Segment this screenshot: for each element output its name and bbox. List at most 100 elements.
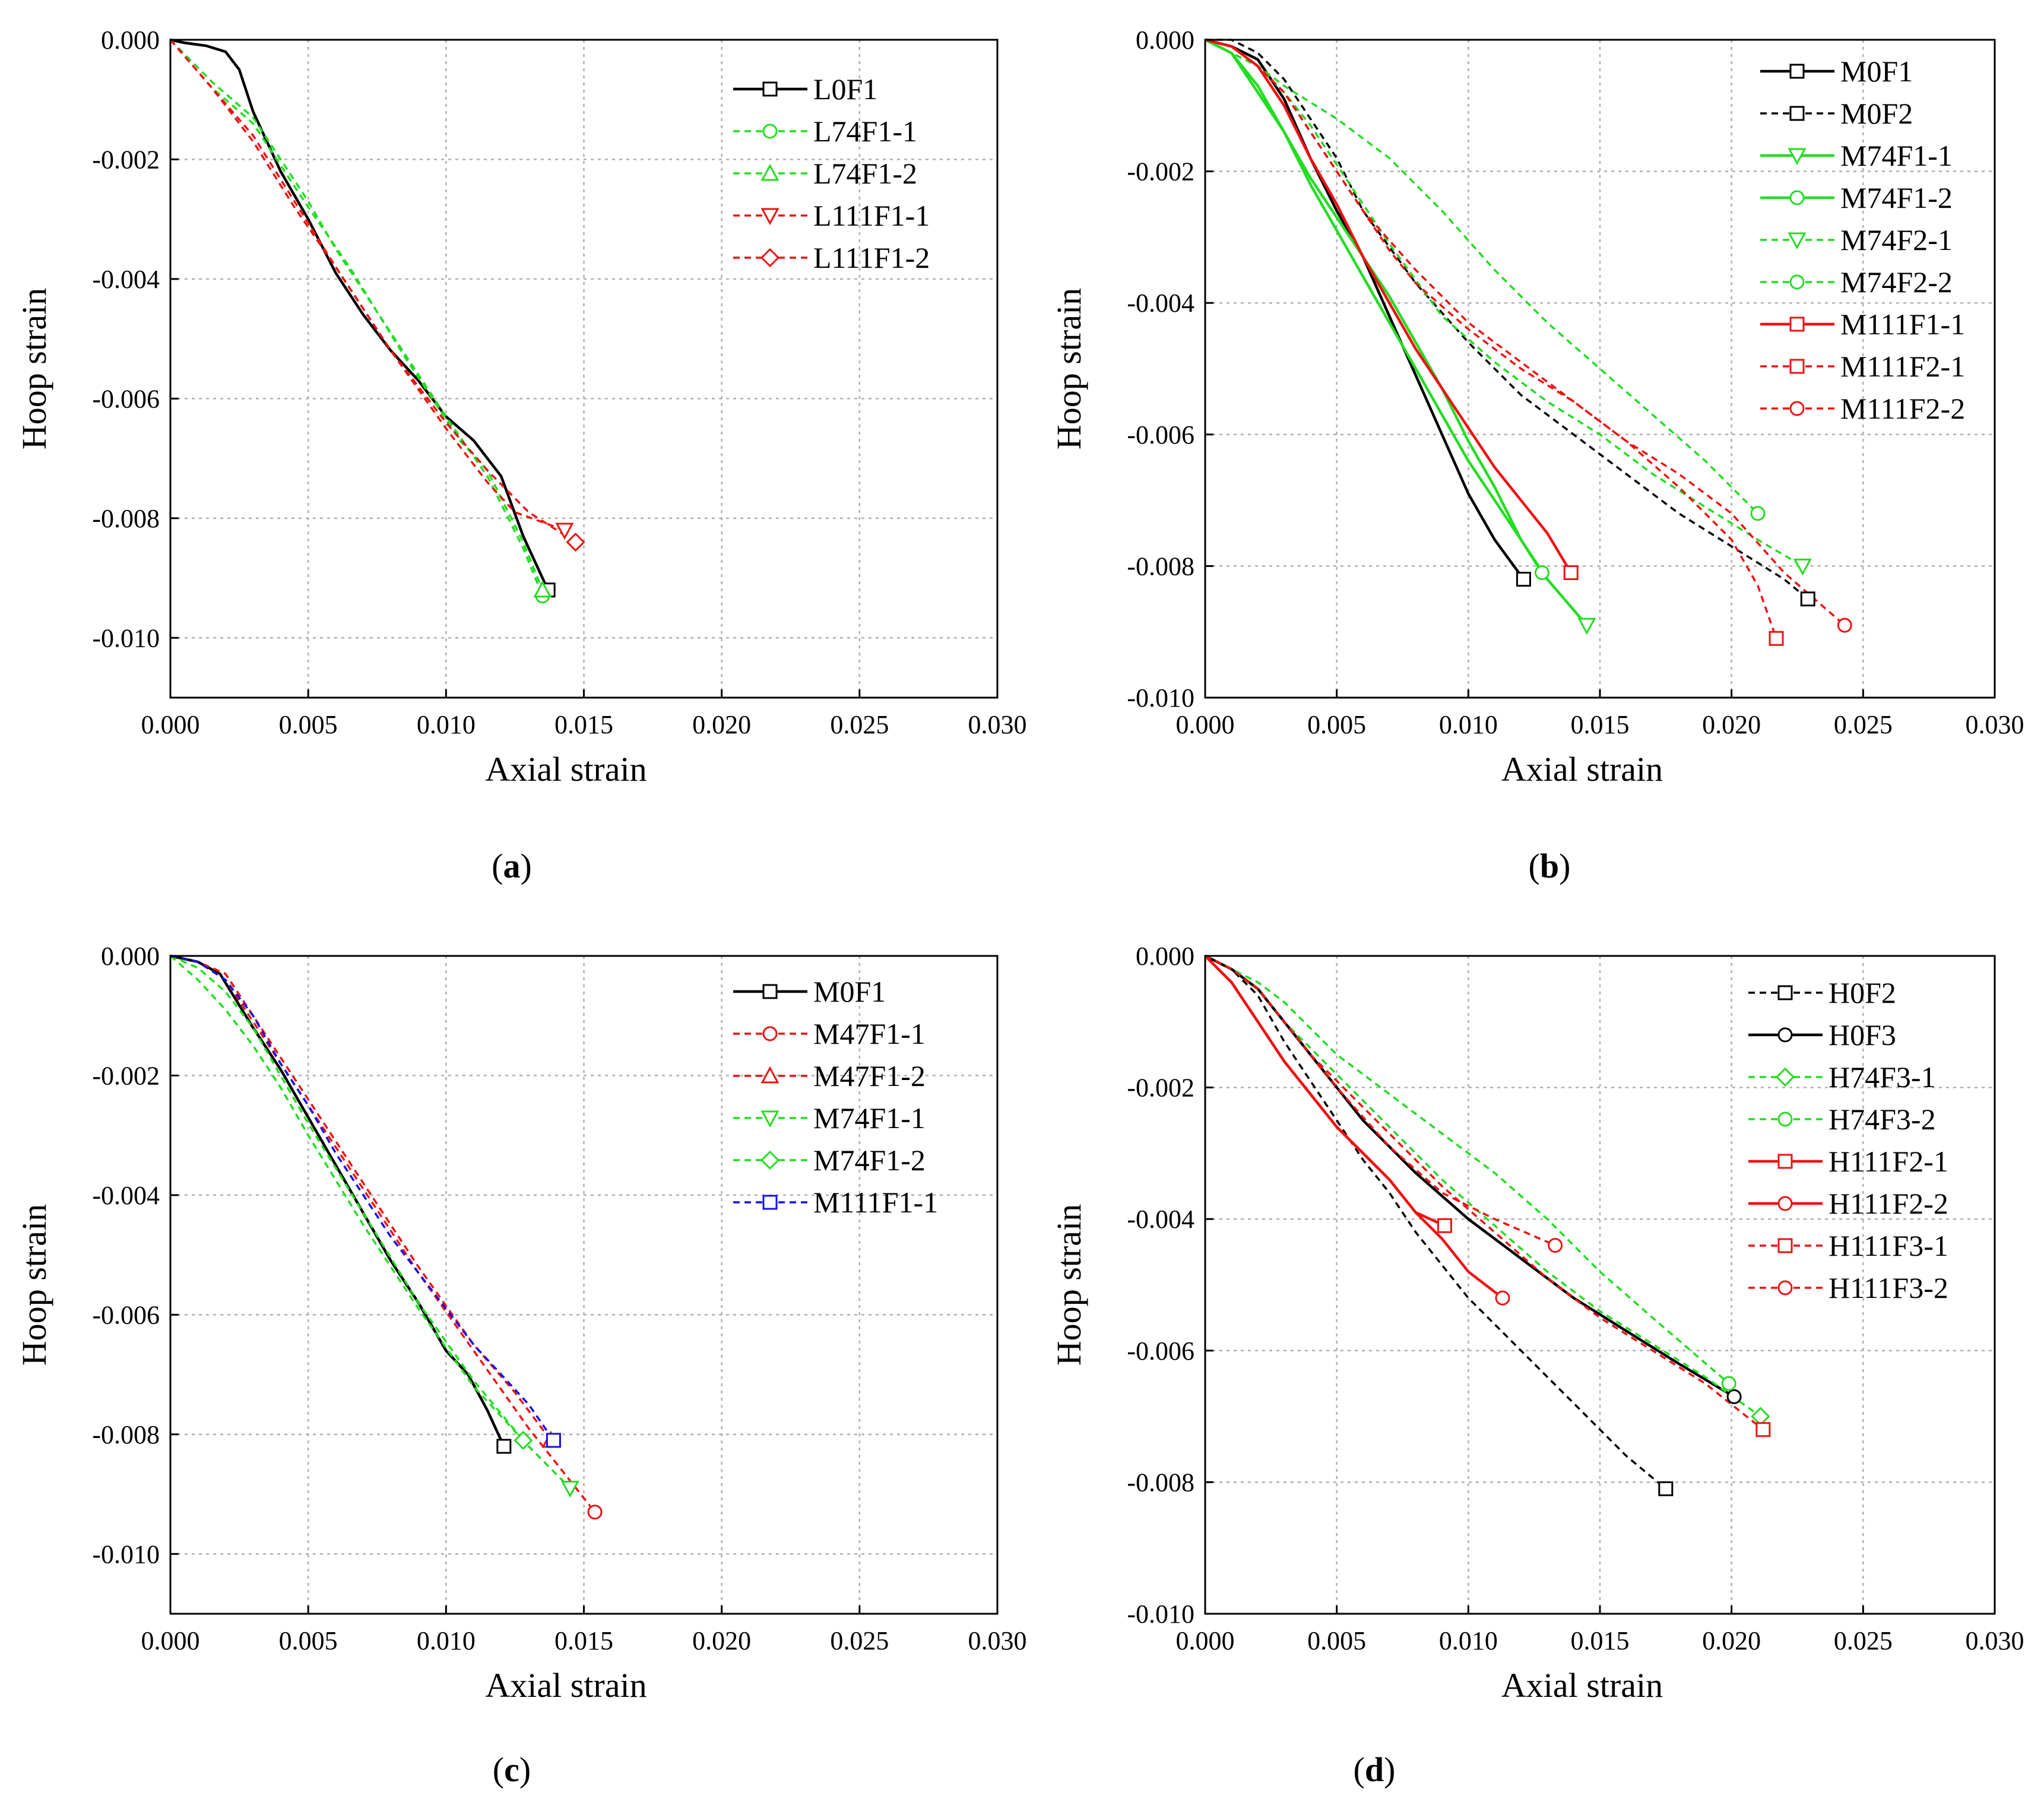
series-end-marker-H74F3-2 — [1721, 1376, 1736, 1391]
x-tick-label: 0.020 — [692, 1626, 751, 1655]
series-line-H74F3-2 — [1205, 955, 1730, 1385]
x-tick-label: 0.030 — [1966, 710, 2024, 739]
x-tick-label: 0.000 — [141, 710, 200, 739]
x-axis-label: Axial strain — [1501, 750, 1663, 788]
legend-marker-L74F1-1 — [762, 123, 778, 139]
y-tick-label: -0.008 — [1127, 552, 1194, 581]
series-line-M74F1-2 — [170, 955, 524, 1442]
series-end-marker-L111F1-1 — [555, 522, 574, 540]
series-end-marker-M74F1-2 — [1534, 565, 1549, 580]
series-end-marker-H111F2-2 — [1495, 1290, 1510, 1306]
chart-panel-b: 0.000 0.005 0.010 0.015 0.020 0.025 0.030 0.000… — [1050, 26, 2024, 885]
x-tick-label: 0.000 — [1176, 1626, 1235, 1655]
series-line-M74F1-2 — [1204, 38, 1544, 574]
legend-marker-M111F1-1 — [1789, 316, 1805, 332]
legend-marker-M74F1-1 — [760, 1110, 779, 1128]
x-tick-label: 0.005 — [1307, 1626, 1366, 1655]
legend-label-H111F2-2: H111F2-2 — [1828, 1187, 1948, 1220]
series-end-marker-H111F3-2 — [1548, 1238, 1563, 1253]
y-axis-label: Hoop strain — [15, 1204, 53, 1366]
legend-label-M74F2-2: M74F2-2 — [1840, 265, 1953, 299]
legend-marker-H111F2-2 — [1777, 1196, 1793, 1211]
legend-marker-M74F2-2 — [1789, 274, 1805, 290]
legend-label-L111F1-1: L111F1-1 — [813, 199, 930, 232]
y-tick-label: -0.004 — [1127, 1205, 1194, 1234]
y-axis-label: Hoop strain — [1050, 288, 1088, 449]
legend-label-H111F3-1: H111F3-1 — [1828, 1229, 1948, 1262]
legend-marker-M47F1-1 — [762, 1026, 778, 1041]
panel-caption-a: (a) — [492, 847, 532, 885]
series-end-marker-M111F1-1 — [546, 1433, 561, 1448]
legend-label-M0F1: M0F1 — [813, 975, 886, 1008]
legend-marker-M74F2-1 — [1788, 232, 1807, 250]
x-tick-label: 0.000 — [141, 1626, 200, 1655]
series-end-marker-M74F1-1 — [1577, 617, 1596, 635]
chart-panel-c: 0.000 0.005 0.010 0.015 0.020 0.025 0.030 0.000… — [15, 942, 1027, 1789]
x-axis-label: Axial strain — [1501, 1666, 1663, 1705]
legend-marker-H74F3-2 — [1777, 1111, 1793, 1127]
chart-panel-d: 0.000 0.005 0.010 0.015 0.020 0.025 0.030 0.000… — [1050, 942, 2024, 1789]
y-tick-label: 0.000 — [1136, 942, 1194, 971]
series-end-marker-L74F1-2 — [533, 580, 552, 598]
legend-marker-M0F1 — [1789, 64, 1805, 79]
series-end-marker-M74F1-2 — [514, 1430, 533, 1450]
y-tick-label: -0.010 — [92, 1540, 160, 1569]
legend-label-H74F3-2: H74F3-2 — [1828, 1103, 1936, 1136]
y-tick-label: 0.000 — [1136, 26, 1194, 55]
x-tick-label: 0.020 — [692, 710, 751, 739]
legend-label-H111F3-2: H111F3-2 — [1828, 1271, 1948, 1304]
x-tick-label: 0.005 — [1307, 710, 1366, 739]
x-tick-label: 0.005 — [279, 1626, 338, 1655]
y-tick-label: -0.006 — [92, 1300, 160, 1329]
x-tick-label: 0.025 — [1834, 710, 1893, 739]
legend-marker-H74F3-1 — [1775, 1067, 1795, 1087]
legend-label-M0F2: M0F2 — [1840, 97, 1913, 130]
chart-panel-a: 0.000 0.005 0.010 0.015 0.020 0.025 0.030 0.000… — [15, 26, 1027, 885]
series-line-M0F2 — [1205, 39, 1809, 600]
x-tick-label: 0.025 — [1834, 1626, 1893, 1655]
series-end-marker-M74F2-2 — [1750, 506, 1766, 521]
series-line-M0F1 — [1205, 38, 1525, 580]
legend-label-H0F2: H0F2 — [1828, 976, 1896, 1009]
x-tick-label: 0.010 — [417, 710, 476, 739]
series-end-marker-M0F2 — [1800, 591, 1815, 607]
y-tick-label: -0.010 — [92, 623, 160, 653]
series-end-marker-M111F2-2 — [1837, 617, 1852, 633]
y-tick-label: 0.000 — [101, 26, 160, 55]
legend-marker-M111F2-1 — [1789, 359, 1805, 374]
legend-marker-M74F1-1 — [1788, 148, 1807, 166]
y-tick-label: -0.002 — [92, 145, 160, 174]
legend-marker-H111F2-1 — [1777, 1154, 1793, 1169]
legend-marker-H111F3-1 — [1777, 1238, 1793, 1253]
legend-label-L74F1-1: L74F1-1 — [813, 115, 917, 148]
series-end-marker-M74F2-1 — [1793, 558, 1812, 576]
x-tick-label: 0.010 — [1439, 710, 1498, 739]
series-end-marker-H111F2-1 — [1437, 1218, 1452, 1233]
x-tick-label: 0.030 — [1966, 1626, 2024, 1655]
legend-marker-M74F1-2 — [1789, 190, 1805, 205]
legend-label-L0F1: L0F1 — [813, 72, 877, 106]
legend-marker-L0F1 — [762, 81, 778, 97]
legend-marker-H0F2 — [1777, 985, 1793, 1000]
y-tick-label: -0.004 — [92, 1181, 160, 1210]
series-line-M111F2-2 — [1205, 39, 1846, 626]
series-line-M0F1 — [170, 954, 505, 1447]
series-end-marker-H0F3 — [1726, 1389, 1742, 1404]
x-tick-label: 0.005 — [279, 710, 338, 739]
panel-caption-b: (b) — [1529, 847, 1571, 885]
y-tick-label: -0.010 — [1127, 683, 1194, 712]
series-end-marker-L111F1-2 — [566, 532, 585, 552]
legend-label-M74F1-2: M74F1-2 — [1840, 181, 1953, 214]
legend-label-M74F2-1: M74F2-1 — [1840, 223, 1953, 256]
series-line-M74F1-1 — [1204, 38, 1588, 626]
x-axis-label: Axial strain — [485, 750, 647, 788]
y-axis-label: Hoop strain — [15, 288, 53, 449]
y-tick-label: 0.000 — [101, 942, 160, 971]
legend-label-M111F2-2: M111F2-2 — [1840, 392, 1965, 425]
x-tick-label: 0.015 — [554, 1626, 613, 1655]
series-line-M47F1-2 — [170, 955, 552, 1441]
y-tick-label: -0.010 — [1127, 1600, 1194, 1629]
legend-marker-L74F1-2 — [760, 163, 779, 181]
x-tick-label: 0.030 — [968, 710, 1027, 739]
